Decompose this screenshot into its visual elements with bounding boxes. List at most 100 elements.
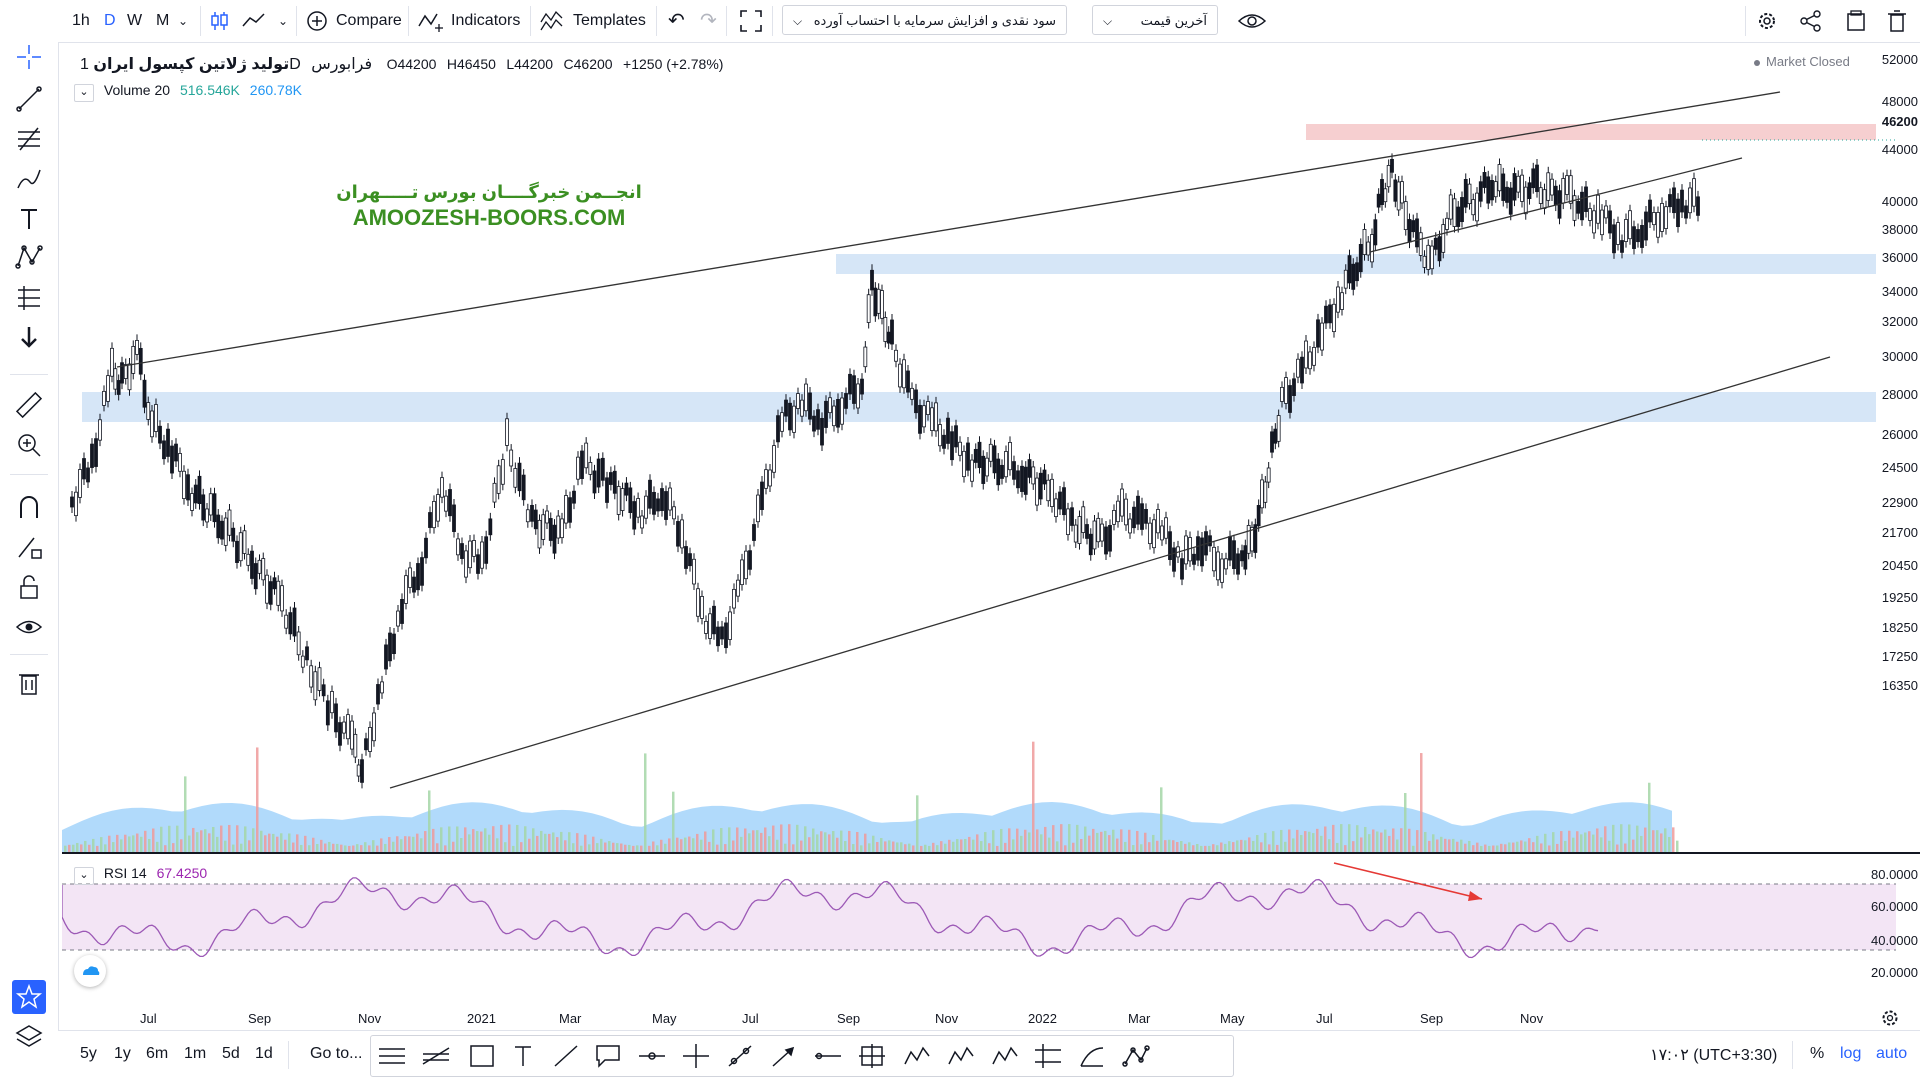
chevron-down-icon[interactable]: ⌄ [178,14,189,28]
percent-toggle[interactable]: % [1810,1045,1825,1062]
range-6m[interactable]: 6m [146,1045,169,1062]
volume-bar [1148,842,1151,852]
brush-icon[interactable] [14,164,44,194]
time-axis[interactable]: Jul Sep Nov 2021 Mar May Jul Sep Nov 2022 Mar May Ju… [62,1003,1896,1029]
clock-timezone[interactable]: ۱۷:۰۲ (UTC+3:30) [1650,1047,1778,1064]
price-axis[interactable]: 52000 48000 46200 44000 40000 38000 36000 34000… [1882,42,1920,852]
favorite-tools-icon[interactable] [371,1036,1233,1076]
indicators-icon[interactable] [418,10,444,36]
candle-body [1300,356,1304,384]
pattern-icon[interactable] [14,242,44,272]
candle-body [120,362,124,384]
goto-button[interactable]: Go to... [310,1045,363,1062]
volume-bar [1128,829,1131,852]
candle-body [537,519,542,549]
range-1m[interactable]: 1m [184,1045,207,1062]
collapse-chevron-icon[interactable]: ⌄ [74,84,94,102]
range-5y[interactable]: 5y [80,1045,97,1062]
candle-body [1347,255,1352,284]
price-type-select[interactable]: ⌵ آخرین قیمت [1092,5,1218,35]
interval-d[interactable]: D [104,12,116,29]
watermark-line2: AMOOZESH-BOORS.COM [352,205,626,230]
main-chart-pane[interactable]: تولید ژلاتین کپسول ایران 1D فرابورس O442… [62,42,1896,852]
collapse-chevron-icon[interactable]: ⌄ [74,867,94,885]
layers-icon[interactable] [14,1022,44,1052]
watchlist-button[interactable] [12,980,46,1014]
volume-bar [760,832,763,852]
ruler-icon[interactable] [14,390,44,420]
crosshair-icon[interactable] [14,42,44,72]
eye-icon[interactable] [14,612,44,642]
trash-icon[interactable] [14,668,44,698]
candle-body [768,469,772,487]
rsi-pane[interactable]: ⌄ RSI 14 67.4250 [62,855,1896,1003]
rsi-axis-label: 20.0000 [1871,965,1918,980]
arrow-down-icon[interactable] [14,322,44,352]
log-toggle[interactable]: log [1840,1045,1862,1062]
chevron-down-icon[interactable]: ⌄ [278,14,289,28]
volume-bar [920,845,923,852]
fullscreen-icon[interactable] [740,10,762,36]
rsi-axis[interactable]: 80.0000 60.0000 40.0000 20.0000 [1871,855,1920,1003]
snapshot-icon[interactable] [1846,10,1866,36]
interval-m[interactable]: M [156,12,170,29]
candle-body [863,346,868,368]
separator [726,6,727,36]
price-axis-label: 32000 [1881,314,1918,329]
rsi-chart[interactable] [62,855,1896,1003]
interval-1h[interactable]: 1h [72,12,90,29]
candles-icon[interactable] [210,10,230,36]
volume-bar [1276,844,1279,852]
price-chart[interactable] [62,42,1896,852]
candle-body [922,405,926,428]
prediction-icon[interactable] [14,282,44,312]
line-style-icon[interactable] [242,12,266,38]
compare-button[interactable]: Compare [336,12,402,29]
volume-bar [1096,832,1099,852]
candle-body [1373,219,1378,246]
auto-toggle[interactable]: auto [1876,1045,1908,1062]
range-1d[interactable]: 1d [255,1045,273,1062]
trend-line-icon[interactable] [14,84,44,114]
symbol-name[interactable]: تولید ژلاتین کپسول ایران [93,56,290,73]
pane-divider[interactable] [62,852,1920,854]
share-icon[interactable] [1800,10,1822,36]
fib-tool-icon[interactable] [14,124,44,154]
magnet-icon[interactable] [14,492,44,522]
templates-button[interactable]: Templates [573,12,646,29]
gear-icon[interactable] [1880,1008,1900,1028]
volume-bar [540,830,543,852]
range-5d[interactable]: 5d [222,1045,240,1062]
volume-bar [228,824,231,852]
volume-label[interactable]: Volume 20 [103,82,171,98]
interval-w[interactable]: W [127,12,143,29]
gear-icon[interactable] [1756,10,1778,36]
eye-icon[interactable] [1238,12,1266,38]
price-axis-label: 34000 [1881,284,1918,299]
separator [1792,1041,1793,1069]
volume-bar [956,839,959,852]
volume-bar [988,843,991,852]
cloud-logo-icon[interactable] [74,955,106,987]
text-icon[interactable] [14,204,44,234]
candle-body [1692,178,1696,207]
templates-icon[interactable] [540,10,566,36]
redo-icon[interactable]: ↷ [700,10,717,32]
volume-bar [1556,843,1559,852]
candle-body [300,655,305,668]
rsi-label[interactable]: RSI 14 [103,865,147,881]
candle-body [592,470,597,494]
zoom-in-icon[interactable] [14,430,44,460]
candle-body [1445,217,1449,230]
lock-pencil-icon[interactable] [14,532,44,562]
study-select[interactable]: ⌵ سود نقدی و افزایش سرمایه با احتساب آورد… [782,5,1067,35]
indicators-button[interactable]: Indicators [451,12,521,29]
candle-body [788,402,792,431]
plus-circle-icon[interactable] [306,10,328,36]
candle-body [113,368,118,390]
range-1y[interactable]: 1y [114,1045,131,1062]
candle-body [428,512,432,528]
unlock-icon[interactable] [14,572,44,602]
trash-icon[interactable] [1888,10,1906,36]
undo-icon[interactable]: ↶ [668,10,685,32]
